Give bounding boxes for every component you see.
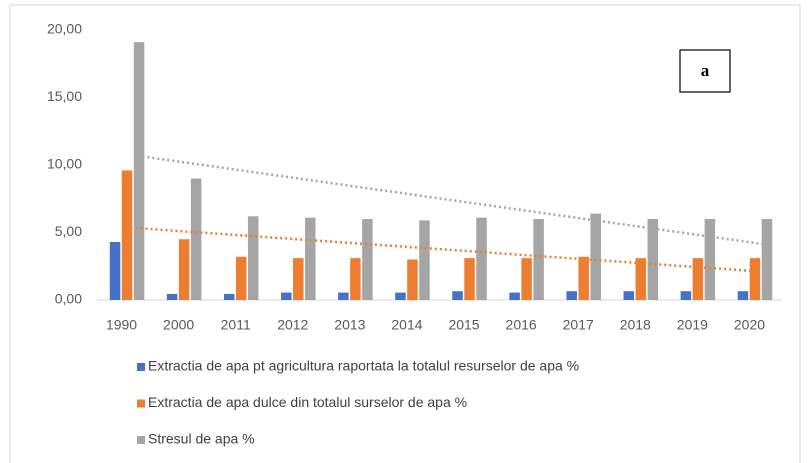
bar — [223, 293, 235, 300]
bar — [476, 217, 487, 300]
bar — [635, 258, 647, 300]
x-tick-label: 2012 — [277, 317, 308, 333]
bar — [109, 241, 121, 300]
legend-swatch — [137, 363, 145, 371]
bar — [121, 170, 133, 300]
bar — [235, 256, 247, 300]
bar — [566, 291, 577, 300]
bar — [590, 213, 601, 300]
y-tick-label: 10,00 — [47, 156, 82, 172]
x-tick-label: 2018 — [620, 317, 651, 333]
bar — [761, 219, 773, 300]
x-tick-label: 2011 — [221, 317, 251, 333]
bar — [281, 292, 292, 300]
x-tick-label: 2014 — [391, 317, 422, 333]
legend-swatch — [137, 399, 145, 408]
y-tick-label: 20,00 — [47, 21, 82, 37]
bar — [623, 291, 635, 300]
x-tick-label: 2013 — [334, 317, 365, 333]
bar — [293, 258, 304, 300]
bar — [305, 217, 316, 300]
bar — [178, 239, 190, 300]
legend: Extractia de apa pt agricultura raportat… — [137, 358, 579, 447]
trendline — [137, 154, 766, 246]
bar — [737, 291, 749, 300]
x-tick-label: 2016 — [506, 317, 537, 333]
bar — [680, 291, 692, 300]
legend-swatch — [137, 436, 145, 444]
bar — [362, 219, 373, 300]
bar — [521, 258, 532, 300]
annotation: a — [701, 61, 710, 80]
bar — [407, 259, 418, 300]
annotation-box — [679, 49, 731, 93]
x-tick-label: 1990 — [106, 317, 137, 333]
x-tick-label: 2000 — [163, 317, 194, 333]
bar — [166, 293, 178, 300]
bar — [704, 219, 716, 300]
legend-label: Extractia de apa dulce din totalul surse… — [148, 394, 467, 410]
bar — [749, 258, 761, 300]
bar — [190, 178, 202, 300]
y-tick-label: 15,00 — [47, 88, 82, 104]
bar — [692, 258, 704, 300]
bar — [452, 291, 463, 300]
bar — [464, 258, 475, 300]
x-tick-label: 2017 — [563, 317, 594, 333]
x-tick-label: 2020 — [734, 317, 765, 333]
bar — [509, 292, 520, 300]
y-tick-label: 5,00 — [55, 223, 82, 239]
bar — [350, 258, 361, 300]
legend-label: Extractia de apa pt agricultura raportat… — [148, 358, 579, 374]
bar — [533, 219, 544, 300]
bar — [578, 256, 589, 300]
y-tick-label: 0,00 — [55, 291, 82, 307]
bar — [247, 216, 259, 300]
bar — [647, 219, 659, 300]
bar — [419, 220, 430, 300]
bar — [338, 292, 349, 300]
bar — [133, 42, 145, 301]
legend-label: Stresul de apa % — [148, 431, 255, 447]
x-tick-label: 2019 — [677, 317, 708, 333]
bar — [395, 292, 406, 300]
x-tick-label: 2015 — [448, 317, 479, 333]
